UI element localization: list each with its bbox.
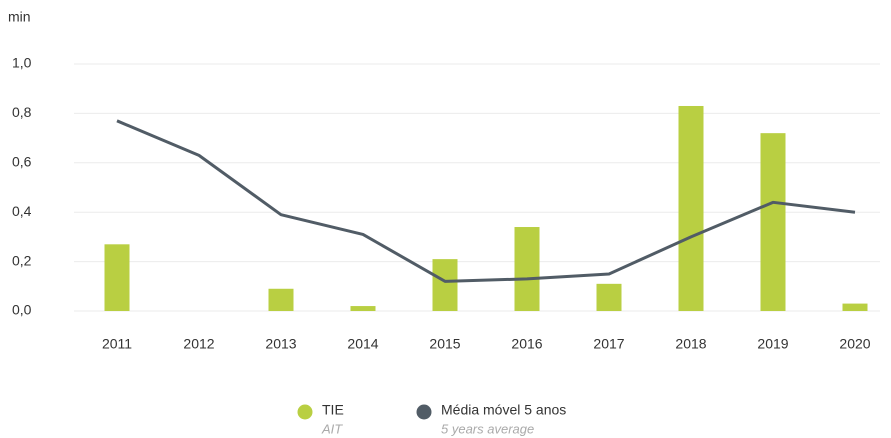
x-tick-label: 2011 <box>102 336 132 352</box>
x-tick-label: 2013 <box>265 336 296 352</box>
x-tick-label: 2012 <box>183 336 214 352</box>
legend-sublabel: 5 years average <box>441 421 534 436</box>
x-tick-label: 2014 <box>347 336 378 352</box>
bar <box>514 227 540 311</box>
legend-marker <box>416 404 432 420</box>
y-tick-label: 0,8 <box>12 104 32 120</box>
y-tick-label: 0,0 <box>12 302 32 318</box>
bar <box>350 306 376 311</box>
x-tick-label: 2019 <box>757 336 788 352</box>
x-tick-label: 2020 <box>839 336 870 352</box>
bar <box>678 105 704 312</box>
x-tick-label: 2017 <box>593 336 624 352</box>
bar <box>432 259 458 311</box>
legend-label: TIE <box>322 402 344 418</box>
legend-sublabel: AIT <box>321 421 343 436</box>
y-tick-label: 0,4 <box>12 203 32 219</box>
bar <box>268 288 294 311</box>
x-tick-label: 2015 <box>429 336 460 352</box>
y-tick-label: 1,0 <box>12 55 32 71</box>
bar <box>842 303 868 311</box>
y-tick-label: 0,2 <box>12 252 32 268</box>
y-axis-label: min <box>8 9 31 25</box>
bar <box>104 244 130 311</box>
line <box>116 119 856 283</box>
legend-marker <box>297 404 313 420</box>
y-tick-label: 0,6 <box>12 154 32 170</box>
legend-label: Média móvel 5 anos <box>441 402 566 418</box>
x-tick-label: 2018 <box>675 336 706 352</box>
x-tick-label: 2016 <box>511 336 542 352</box>
bar <box>596 283 622 311</box>
bar <box>760 133 786 311</box>
